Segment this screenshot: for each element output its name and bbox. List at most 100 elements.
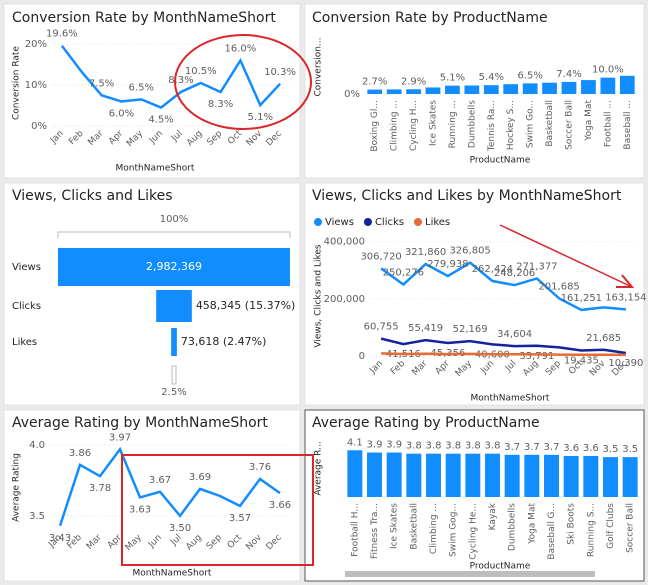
bar xyxy=(367,452,382,497)
data-label: 250,276 xyxy=(383,267,424,278)
data-label: 16.0% xyxy=(225,43,257,54)
data-label: 262,424 xyxy=(472,264,513,275)
funnel-bar xyxy=(156,290,192,322)
x-axis-title: MonthNameShort xyxy=(471,394,550,404)
data-label: 3.7 xyxy=(524,442,540,453)
line xyxy=(381,352,626,357)
chart-title: Views, Clicks and Likes by MonthNameShor… xyxy=(312,188,622,204)
bar xyxy=(445,453,461,497)
data-label: 7.4% xyxy=(556,69,581,80)
data-label: 271,377 xyxy=(516,261,557,272)
y-tick-label: 3.5 xyxy=(29,511,45,522)
data-label: 3.76 xyxy=(249,462,271,473)
legend-label: Clicks xyxy=(375,217,404,228)
data-label: 10,390 xyxy=(608,358,643,369)
bar xyxy=(544,454,559,497)
panel xyxy=(3,3,301,179)
x-tick-label: Soccer Ball xyxy=(565,100,575,150)
y-axis-title: Conversion... xyxy=(314,37,324,96)
arrow-head xyxy=(616,274,635,288)
bar xyxy=(485,453,500,497)
data-label: 163,154 xyxy=(605,292,646,303)
data-label: 60,755 xyxy=(364,322,399,333)
bar xyxy=(524,454,540,497)
data-label: 3.69 xyxy=(189,472,211,483)
data-label: 3.63 xyxy=(129,504,151,515)
bracket xyxy=(57,231,291,238)
y-axis-title: Views, Clicks and Likes xyxy=(314,244,324,347)
x-tick-label: Ice Skates xyxy=(390,503,400,549)
data-label: 248,206 xyxy=(494,268,535,279)
bar xyxy=(542,82,557,94)
data-label: 2.9% xyxy=(401,76,426,87)
x-tick-label: Hockey S... xyxy=(506,100,516,150)
x-tick-label: Ski Boots xyxy=(567,503,577,545)
data-label: 3.57 xyxy=(229,513,251,524)
line xyxy=(58,446,281,527)
top-label: 100% xyxy=(160,214,189,225)
bar xyxy=(367,89,383,94)
data-label: 8.3% xyxy=(168,75,193,86)
bar xyxy=(347,450,363,497)
bar xyxy=(425,87,441,94)
bar xyxy=(583,455,599,497)
bar xyxy=(504,454,520,497)
data-label: 201,685 xyxy=(538,281,579,292)
data-label: 35,791 xyxy=(519,351,554,362)
y-tick-label: 4.0 xyxy=(29,440,45,451)
x-tick-label: Fitness Tra... xyxy=(370,503,380,559)
data-label: 8.3% xyxy=(208,99,233,110)
x-tick-label: Climbing ... xyxy=(390,100,400,151)
data-label: 458,345 (15.37%) xyxy=(196,299,296,312)
bar xyxy=(406,89,421,94)
data-label: 6.5% xyxy=(129,82,154,93)
bar xyxy=(503,84,519,94)
bar xyxy=(603,457,618,497)
data-label: 3.7 xyxy=(544,442,560,453)
x-tick-label: Cycling He... xyxy=(468,503,478,560)
data-label: 3.5 xyxy=(603,444,619,455)
data-label: 3.78 xyxy=(89,483,111,494)
bar xyxy=(464,85,480,94)
y-tick-label: 0 xyxy=(359,351,365,362)
bar xyxy=(581,80,596,94)
x-tick-label: Tennis Ra... xyxy=(487,100,497,152)
x-tick-label: Boxing Gl... xyxy=(370,100,380,152)
funnel-bar xyxy=(58,248,290,286)
x-axis-title: ProductName xyxy=(470,156,531,166)
x-tick-label: Basketball xyxy=(545,100,555,147)
scrollbar[interactable] xyxy=(345,571,595,577)
x-axis-title: MonthNameShort xyxy=(116,164,195,174)
y-axis-title: Conversion Rate xyxy=(12,46,22,120)
x-axis-title: MonthNameShort xyxy=(133,569,212,579)
x-tick-label: Football ... xyxy=(603,100,613,147)
data-label: 3.86 xyxy=(69,448,91,459)
data-label: 10.0% xyxy=(592,65,624,76)
bar xyxy=(619,75,635,94)
data-label: 2,982,369 xyxy=(146,260,202,273)
x-tick-label: Basketball xyxy=(409,503,419,550)
data-label: 19,435 xyxy=(564,355,599,366)
data-label: 3.97 xyxy=(109,432,131,443)
data-label: 2.7% xyxy=(362,77,387,88)
bar xyxy=(426,453,441,497)
data-label: 73,618 (2.47%) xyxy=(181,335,267,348)
data-label: 3.8 xyxy=(445,441,461,452)
highlight-box xyxy=(121,454,314,566)
funnel-bar xyxy=(171,328,177,356)
data-label: 3.50 xyxy=(169,523,191,534)
bar xyxy=(561,81,577,94)
x-tick-label: Kayak xyxy=(488,502,498,530)
line xyxy=(380,337,627,355)
data-label: 3.67 xyxy=(149,475,171,486)
x-tick-label: Swim Go... xyxy=(526,100,536,148)
y-tick-label: 400,000 xyxy=(324,237,365,248)
highlight-arrow xyxy=(499,224,631,287)
category-label: Likes xyxy=(12,337,37,348)
data-label: 21,685 xyxy=(586,333,621,344)
y-tick-label: 200,000 xyxy=(324,294,365,305)
bottom-label: 2.5% xyxy=(161,387,186,398)
bar xyxy=(563,455,579,497)
data-label: 10.3% xyxy=(264,67,296,78)
